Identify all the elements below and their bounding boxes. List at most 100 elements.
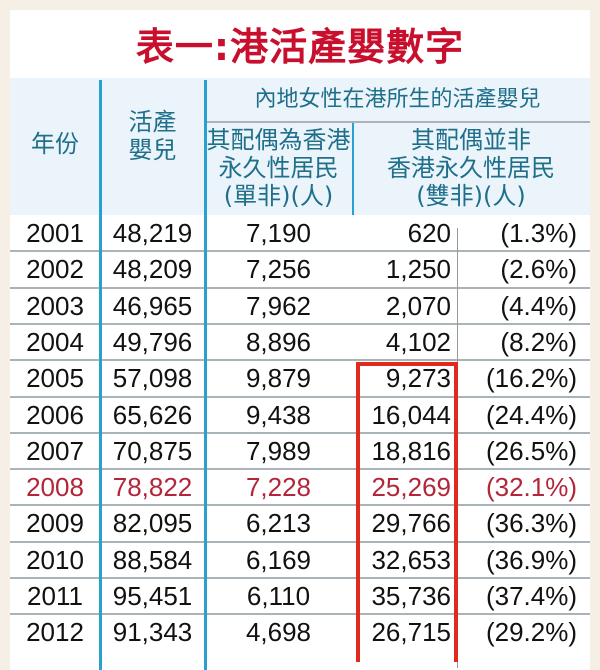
header-line: 永久性居民 (218, 154, 339, 182)
cell-single: 6,110 (246, 581, 311, 611)
cell-single: 8,896 (245, 326, 312, 357)
cell-pct: (16.2%) (485, 363, 577, 394)
table-row: 2007 70,875 7,989 18,816 (26.5%) (10, 431, 590, 469)
cell-year: 2007 (26, 435, 84, 466)
header-group: 內地女性在港所生的活產嬰兒 (254, 87, 541, 112)
cell-double: 26,715 (371, 617, 451, 648)
cell-single: 4,698 (245, 617, 312, 648)
header-live-births: 活產 嬰兒 (100, 108, 205, 164)
table-row: 2003 46,965 7,962 2,070 (4.4%) (10, 286, 590, 324)
cell-double: 620 (407, 218, 451, 248)
table-row: 2006 65,626 9,438 16,044 (24.4%) (10, 395, 590, 433)
cell-double: 32,653 (371, 544, 451, 575)
header-line: 其配偶為香港 (206, 126, 351, 154)
cell-pct: (4.4%) (500, 290, 577, 321)
cell-births: 95,451 (112, 581, 193, 611)
table-sheet: 表一:港活產嬰數字 年份 活產 嬰兒 內地女性在港所生的活產嬰兒 其配偶為香港 … (10, 10, 590, 670)
cell-double: 4,102 (385, 326, 451, 357)
cell-year: 2010 (26, 544, 84, 575)
cell-year: 2009 (26, 508, 84, 539)
row-divider (10, 250, 590, 253)
row-divider (10, 577, 590, 579)
divider (204, 80, 207, 670)
cell-births: 91,343 (112, 617, 193, 648)
divider (352, 123, 354, 215)
cell-births: 78,822 (112, 472, 193, 503)
header-year: 年份 (31, 130, 79, 158)
cell-single: 6,213 (245, 508, 312, 539)
cell-single: 7,256 (245, 254, 312, 285)
header-single: 其配偶為香港 永久性居民 (單非)(人) (205, 126, 352, 210)
row-divider (10, 540, 590, 543)
cell-double: 2,070 (385, 290, 451, 321)
cell-pct: (36.3%) (485, 508, 577, 539)
cell-double: 29,766 (371, 508, 451, 539)
table-row: 2008 78,822 7,228 25,269 (32.1%) (10, 468, 590, 505)
header-line: 活產 (128, 108, 177, 136)
cell-pct: (2.6%) (500, 254, 577, 285)
divider (205, 121, 590, 123)
cell-pct: (8.2%) (500, 326, 577, 357)
cell-year: 2006 (26, 399, 84, 430)
header-line: (雙非)(人) (416, 182, 526, 210)
row-divider (10, 395, 590, 398)
highlight-box (356, 362, 458, 662)
cell-pct: (32.1%) (485, 472, 577, 503)
cell-pct: (1.3%) (500, 218, 577, 248)
table-title: 表一:港活產嬰數字 (135, 25, 465, 69)
cell-single: 7,190 (245, 218, 312, 248)
cell-year: 2004 (26, 326, 84, 357)
table-header: 年份 活產 嬰兒 內地女性在港所生的活產嬰兒 其配偶為香港 永久性居民 (單非)… (10, 78, 590, 215)
cell-pct: (37.4%) (485, 581, 577, 611)
table-row: 2004 49,796 8,896 4,102 (8.2%) (10, 322, 590, 360)
header-double: 其配偶並非 香港永久性居民 (雙非)(人) (352, 126, 590, 210)
table-row: 2012 91,343 4,698 26,715 (29.2%) (10, 613, 590, 650)
cell-births: 48,219 (112, 218, 193, 248)
cell-single: 7,989 (245, 435, 312, 466)
table-row: 2010 88,584 6,169 32,653 (36.9%) (10, 540, 590, 578)
cell-births: 57,098 (112, 363, 193, 394)
header-line: (單非)(人) (223, 182, 334, 210)
table-row: 2001 48,219 7,190 620 (1.3%) (10, 215, 590, 251)
cell-births: 88,584 (112, 544, 193, 575)
cell-double: 9,273 (385, 363, 451, 394)
cell-single: 6,169 (245, 544, 312, 575)
cell-double: 16,044 (371, 399, 451, 430)
cell-births: 70,875 (112, 435, 193, 466)
header-line: 香港永久性居民 (387, 154, 555, 182)
row-divider (10, 468, 590, 471)
cell-year: 2002 (26, 254, 84, 285)
cell-pct: (26.5%) (485, 435, 577, 466)
table-row: 2002 48,209 7,256 1,250 (2.6%) (10, 250, 590, 287)
table-row: 2005 57,098 9,879 9,273 (16.2%) (10, 359, 590, 396)
cell-year: 2005 (26, 363, 84, 394)
row-divider (10, 431, 590, 434)
header-line: 嬰兒 (128, 136, 177, 164)
cell-single: 9,879 (245, 363, 312, 394)
cell-single: 9,438 (245, 399, 312, 430)
row-divider (10, 504, 590, 507)
cell-double: 1,250 (385, 254, 451, 285)
row-divider (10, 613, 590, 616)
cell-year: 2003 (26, 290, 84, 321)
cell-year: 2008 (26, 472, 84, 503)
cell-year: 2001 (26, 218, 84, 248)
cell-births: 49,796 (112, 326, 193, 357)
cell-double: 18,816 (371, 435, 451, 466)
divider (99, 80, 102, 670)
cell-year: 2011 (27, 581, 83, 611)
row-divider (10, 359, 590, 362)
cell-pct: (24.4%) (485, 399, 577, 430)
cell-double: 35,736 (371, 581, 451, 611)
cell-single: 7,962 (245, 290, 312, 321)
table-row: 2011 95,451 6,110 35,736 (37.4%) (10, 577, 590, 614)
cell-births: 46,965 (112, 290, 193, 321)
cell-pct: (29.2%) (485, 617, 577, 648)
cell-double: 25,269 (371, 472, 451, 503)
cell-single: 7,228 (245, 472, 312, 503)
cell-year: 2012 (26, 617, 84, 648)
row-divider (10, 286, 590, 289)
row-divider (10, 322, 590, 325)
cell-births: 65,626 (112, 399, 193, 430)
cell-pct: (36.9%) (485, 544, 577, 575)
